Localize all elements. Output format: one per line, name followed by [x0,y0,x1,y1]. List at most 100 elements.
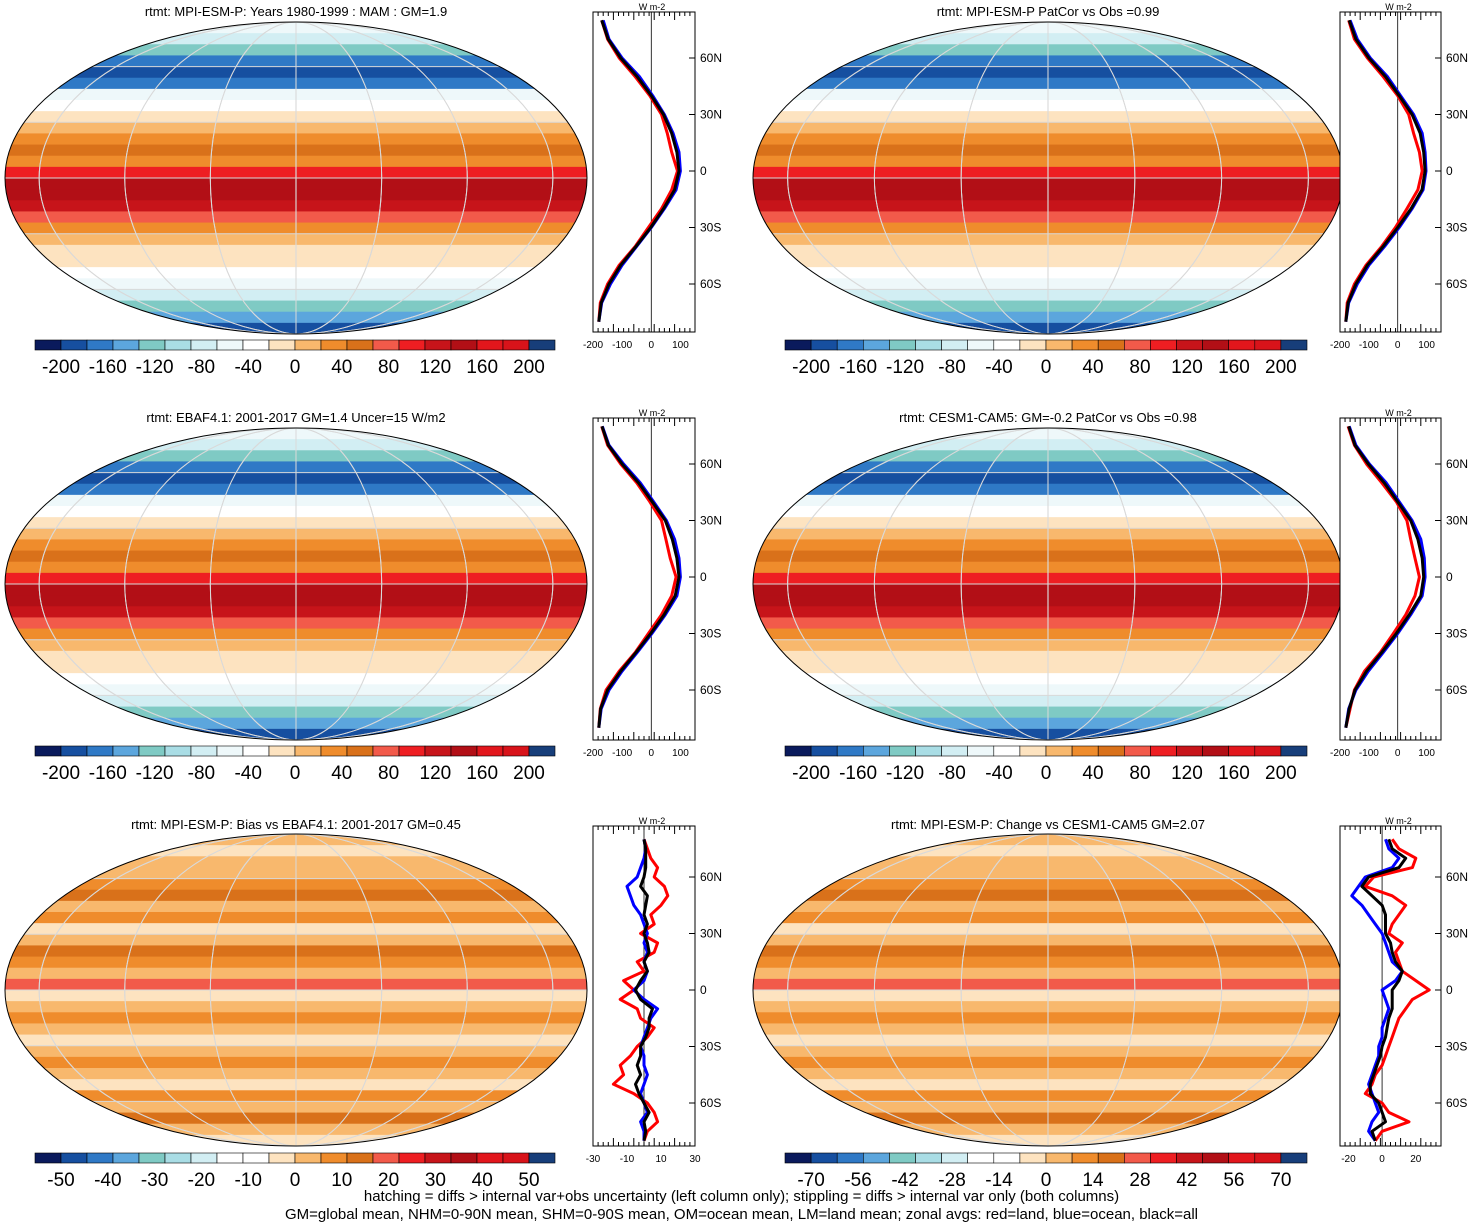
colorbar-swatch [916,1153,942,1163]
lat-label: 60N [700,51,722,65]
colorbar-swatch [1203,340,1229,350]
lat-label: 30S [1446,627,1467,641]
colorbar-tick-label: 200 [513,763,545,784]
colorbar-swatch [217,746,243,756]
colorbar-swatch [139,1153,165,1163]
lat-label: 0 [700,164,707,178]
panel-title: rtmt: EBAF4.1: 2001-2017 GM=1.4 Uncer=15… [146,410,445,425]
colorbar-swatch [113,1153,139,1163]
colorbar-swatch [87,1153,113,1163]
colorbar-swatch [321,746,347,756]
colorbar-tick-label: 80 [1129,357,1150,378]
colorbar-swatch [295,340,321,350]
colorbar-tick-label: -40 [985,763,1012,784]
colorbar-swatch [889,746,915,756]
colorbar-swatch [1255,1153,1281,1163]
colorbar-swatch [811,340,837,350]
lat-label: 60N [1446,51,1468,65]
map-field [5,428,587,741]
zonal-tick-label: 100 [672,340,689,351]
colorbar-swatch [165,340,191,350]
colorbar-swatch [269,1153,295,1163]
colorbar-tick-label: -80 [188,763,215,784]
colorbar-swatch [425,340,451,350]
lat-label: 30S [700,1040,721,1054]
colorbar-swatch [994,746,1020,756]
colorbar-swatch [863,1153,889,1163]
zonal-tick-label: -30 [586,1154,601,1165]
zonal-tick-label: 10 [655,1154,667,1165]
colorbar-swatch [529,1153,555,1163]
colorbar-swatch [942,1153,968,1163]
zonal-tick-label: -100 [612,748,632,759]
colorbar-swatch [191,340,217,350]
zonal-tick-label: -200 [1330,340,1350,351]
lat-label: 60N [700,870,722,884]
colorbar-tick-label: 160 [466,763,498,784]
colorbar-swatch [399,746,425,756]
colorbar-swatch [321,1153,347,1163]
colorbar-tick-label: 160 [1218,763,1250,784]
colorbar-tick-label: 200 [513,357,545,378]
lat-label: 30N [1446,108,1468,122]
colorbar-swatch [1229,746,1255,756]
colorbar-swatch [785,1153,811,1163]
panel-title: rtmt: MPI-ESM-P: Bias vs EBAF4.1: 2001-2… [131,817,461,832]
colorbar-swatch [373,1153,399,1163]
zonal-tick-label: 100 [1418,748,1435,759]
colorbar-tick-label: -80 [938,357,965,378]
colorbar-swatch [837,340,863,350]
panel-p2: rtmt: MPI-ESM-P PatCor vs Obs =0.99-200-… [753,2,1468,378]
colorbar-swatch [1072,1153,1098,1163]
lat-label: 60S [1446,277,1467,291]
zonal-unit-label: W m-2 [1385,816,1412,826]
colorbar-swatch [347,1153,373,1163]
colorbar-tick-label: 80 [378,357,399,378]
colorbar-tick-label: -40 [234,357,261,378]
colorbar-tick-label: -160 [89,357,127,378]
lat-label: 0 [1446,164,1453,178]
colorbar-swatch [785,340,811,350]
lat-label: 30N [700,108,722,122]
colorbar-tick-label: -200 [792,763,830,784]
colorbar-swatch [35,1153,61,1163]
zonal-tick-label: 0 [1379,1154,1385,1165]
zonal-unit-label: W m-2 [1385,2,1412,12]
colorbar-swatch [1020,1153,1046,1163]
colorbar-swatch [61,746,87,756]
colorbar-swatch [451,746,477,756]
colorbar-swatch [217,1153,243,1163]
zonal-tick-label: 0 [649,748,655,759]
colorbar-tick-label: -80 [938,763,965,784]
zonal-tick-label: 0 [1395,748,1401,759]
colorbar-swatch [994,340,1020,350]
panel-title: rtmt: MPI-ESM-P: Change vs CESM1-CAM5 GM… [891,817,1205,832]
colorbar-swatch [1150,1153,1176,1163]
colorbar-swatch [165,746,191,756]
colorbar-swatch [425,1153,451,1163]
colorbar-swatch [503,1153,529,1163]
colorbar-swatch [1098,1153,1124,1163]
colorbar-swatch [1229,340,1255,350]
zonal-tick-label: -10 [620,1154,635,1165]
colorbar-swatch [113,340,139,350]
colorbar-tick-label: -160 [839,357,877,378]
colorbar-swatch [269,340,295,350]
colorbar-swatch [1177,340,1203,350]
colorbar-swatch [191,746,217,756]
colorbar-tick-label: 160 [466,357,498,378]
lat-label: 60N [1446,457,1468,471]
colorbar-swatch [451,340,477,350]
zonal-tick-label: 100 [672,748,689,759]
colorbar-swatch [1046,746,1072,756]
colorbar-swatch [165,1153,191,1163]
colorbar-swatch [1072,746,1098,756]
colorbar-swatch [243,746,269,756]
zonal-unit-label: W m-2 [639,2,666,12]
colorbar-swatch [243,1153,269,1163]
panel-title: rtmt: MPI-ESM-P: Years 1980-1999 : MAM :… [145,4,447,19]
lat-label: 60S [700,1096,721,1110]
colorbar-swatch [1098,340,1124,350]
